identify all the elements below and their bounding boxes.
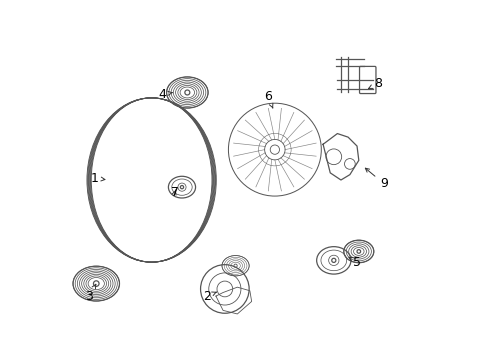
Text: 5: 5 (348, 256, 360, 269)
Text: 3: 3 (85, 284, 96, 303)
Text: 9: 9 (365, 168, 387, 190)
Text: 7: 7 (170, 186, 179, 199)
Text: 4: 4 (158, 88, 172, 101)
Text: 6: 6 (263, 90, 272, 108)
Text: 1: 1 (90, 172, 105, 185)
Text: 8: 8 (368, 77, 382, 90)
Text: 2: 2 (203, 289, 216, 303)
